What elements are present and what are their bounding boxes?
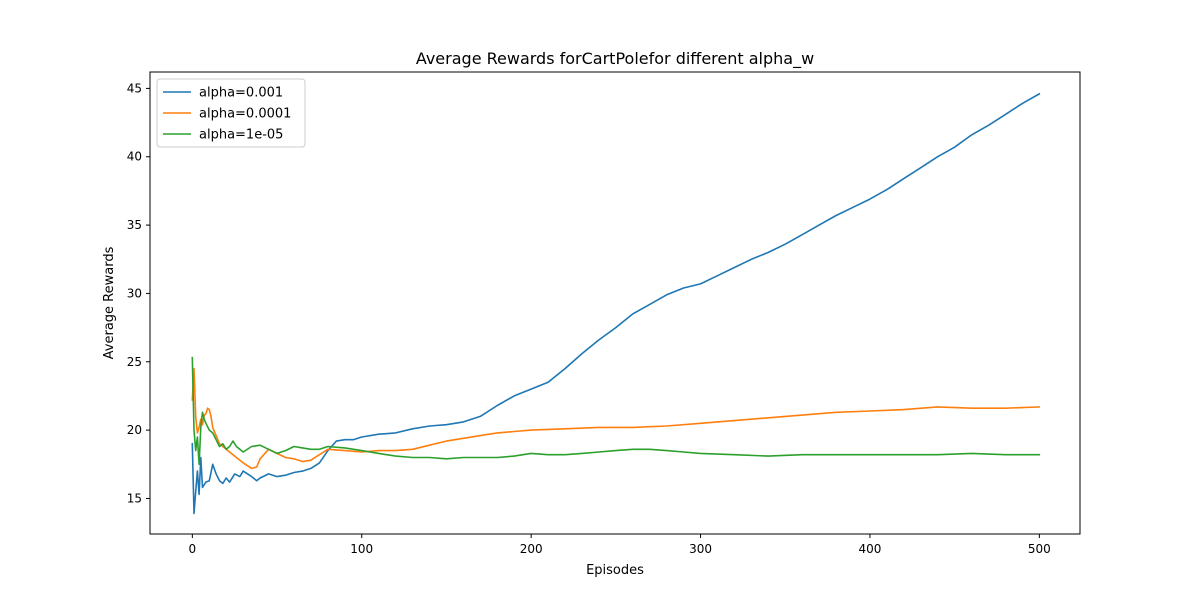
- series-layer: [191, 92, 1041, 515]
- y-tick-label-5: 40: [127, 150, 142, 164]
- y-tick-label-6: 45: [127, 81, 142, 95]
- x-tick-label-2: 200: [520, 542, 543, 556]
- series-line-3: [191, 356, 1041, 466]
- legend-label-3: alpha=1e-05: [199, 128, 283, 143]
- plot-frame: [149, 71, 1081, 535]
- y-tick-label-3: 30: [127, 286, 142, 300]
- chart-title: Average Rewards forCartPolefor different…: [416, 49, 814, 69]
- x-tick-label-1: 100: [350, 542, 373, 556]
- x-axis-label: Episodes: [586, 563, 644, 578]
- legend: alpha=0.001 alpha=0.0001 alpha=1e-05: [156, 78, 306, 148]
- axes-layer: 0 100 200 300 400 500 15 20 25 30 35 40 45: [127, 71, 1081, 556]
- series-line-2: [191, 367, 1041, 470]
- legend-label-1: alpha=0.001: [199, 86, 283, 101]
- y-axis-label: Average Rewards: [102, 246, 117, 359]
- y-tick-label-4: 35: [127, 218, 142, 232]
- x-tick-label-4: 400: [858, 542, 881, 556]
- y-tick-label-1: 20: [127, 423, 142, 437]
- x-tick-label-5: 500: [1028, 542, 1051, 556]
- y-tick-label-2: 25: [127, 355, 142, 369]
- series-line-1: [191, 92, 1041, 515]
- legend-box: [156, 78, 306, 148]
- x-tick-label-3: 300: [689, 542, 712, 556]
- y-tick-label-0: 15: [127, 491, 142, 505]
- legend-label-2: alpha=0.0001: [199, 107, 291, 122]
- x-tick-label-0: 0: [189, 542, 197, 556]
